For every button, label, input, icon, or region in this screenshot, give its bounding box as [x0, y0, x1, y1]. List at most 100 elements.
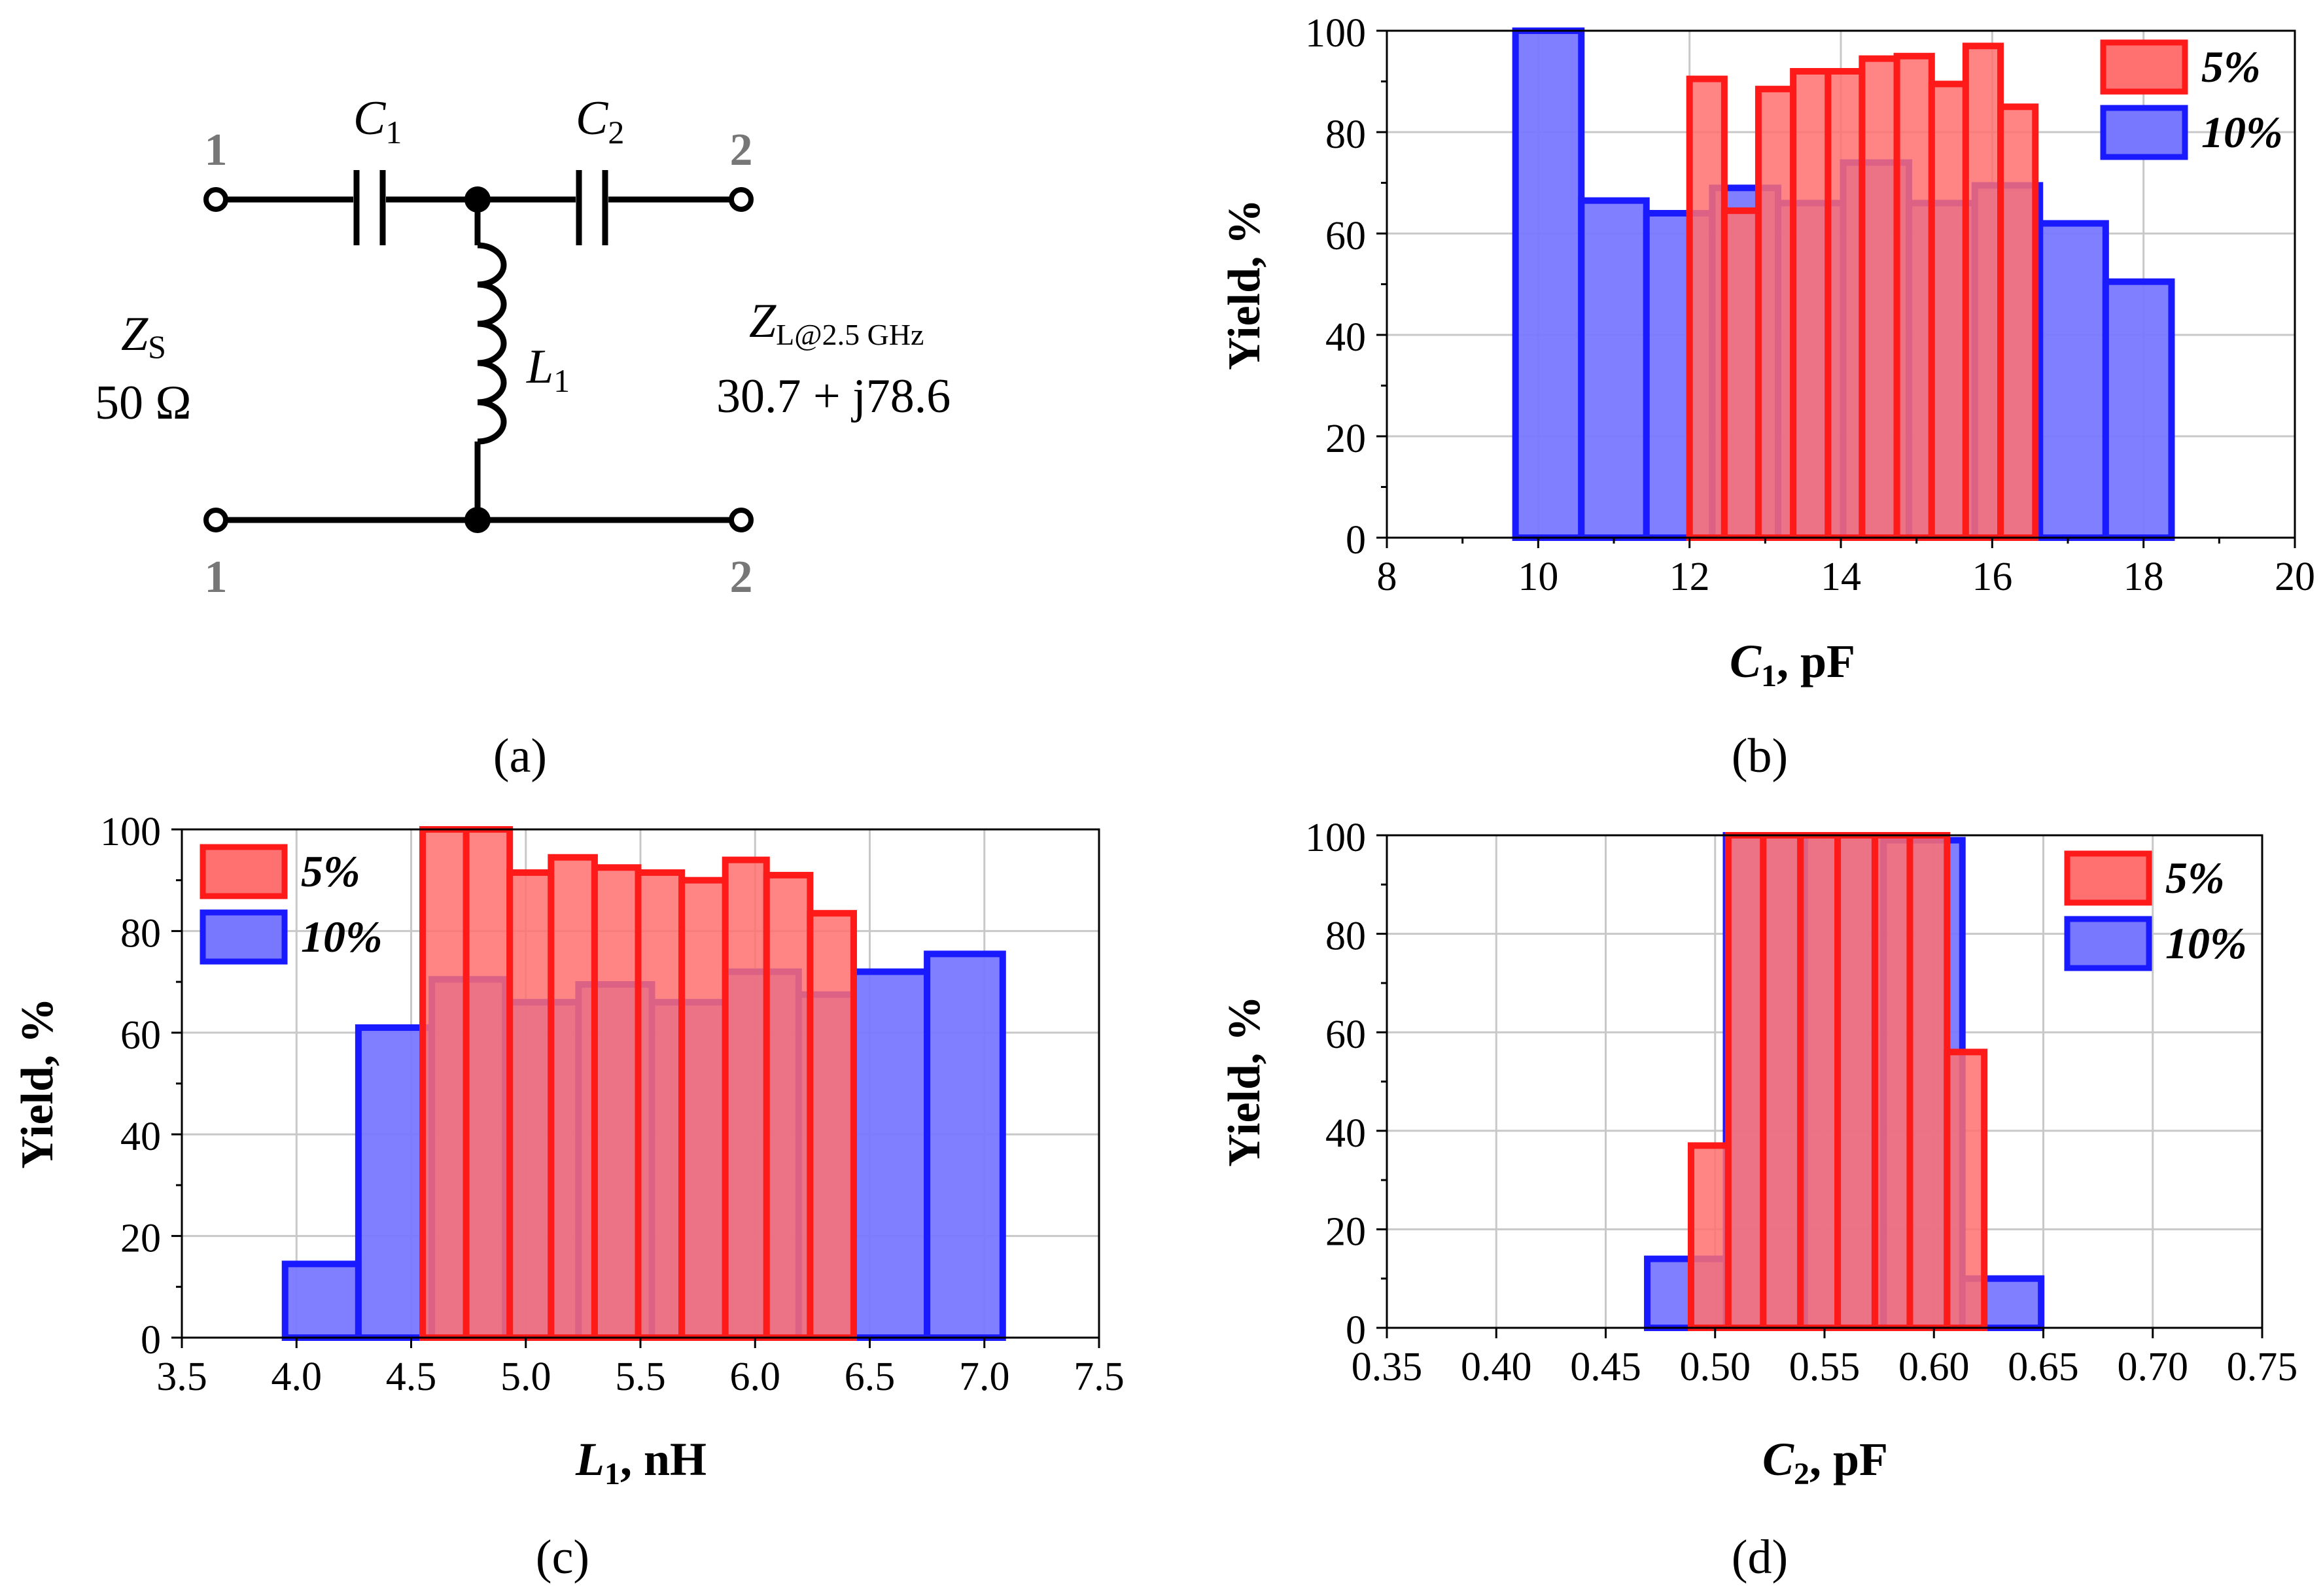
y-tick-label: 60: [1325, 214, 1366, 258]
port-1-top-label: 1: [205, 125, 228, 175]
bar-10pct-9: [2102, 278, 2175, 541]
bar-5pct-3: [548, 854, 598, 1341]
legend-label-5pct: 5%: [2165, 853, 2225, 903]
chart-c: 0 20 40 60 80 100 3.5 4.0 4.5 5.0 5.5 6.0 6.5 7.0 7.5 Y…: [12, 810, 1125, 1491]
y-tick-label: 0: [1346, 518, 1366, 563]
bar-10pct-8: [2036, 220, 2109, 541]
y-tick-label: 0: [141, 1318, 161, 1362]
y-tick-label: 20: [1325, 417, 1366, 461]
x-tick-label: 0.35: [1352, 1345, 1423, 1389]
x-tick-label: 0.40: [1461, 1345, 1532, 1389]
x-tick-label: 0.45: [1570, 1345, 1641, 1389]
bar-5pct-7: [722, 856, 770, 1341]
bar-5pct-4: [1825, 68, 1866, 541]
y-tick-label: 20: [1325, 1209, 1366, 1254]
bar-5pct-1: [463, 826, 514, 1341]
x-tick-label: 0.60: [1898, 1345, 1970, 1389]
x-tick-label: 0.55: [1789, 1345, 1860, 1389]
x-tick-label: 5.0: [500, 1355, 551, 1399]
x-tick-label: 6.0: [730, 1355, 781, 1399]
port-1-bottom-label: 1: [205, 552, 228, 602]
bar-5pct-7: [1871, 832, 1913, 1331]
bar-5pct-6: [678, 876, 729, 1341]
y-tick-label: 100: [1305, 816, 1366, 860]
legend-label-5pct: 5%: [301, 846, 360, 896]
chart-d: 0 20 40 60 80 100 0.35 0.40 0.45 0.50 0.55 0.60 0.65…: [1219, 816, 2297, 1491]
y-tick-label: 40: [120, 1115, 161, 1159]
y-axis-title: Yield, %: [1219, 996, 1270, 1167]
bar-5pct-0: [419, 826, 470, 1341]
x-tick-label: 20: [2275, 555, 2315, 599]
x-tick-label: 0.70: [2118, 1345, 2189, 1389]
bar-10pct-8: [850, 968, 931, 1342]
bar-5pct-5: [1859, 55, 1900, 541]
x-tick-label: 7.5: [1074, 1355, 1125, 1399]
bar-5pct-9: [807, 910, 857, 1341]
caption-d: (d): [1732, 1531, 1788, 1584]
legend-swatch-10pct: [2064, 916, 2152, 971]
x-tick-label: 16: [1972, 555, 2012, 599]
x-tick-label: 4.5: [386, 1355, 437, 1399]
x-tick-label: 8: [1377, 555, 1397, 599]
y-tick-label: 100: [100, 810, 161, 854]
zl-value: 30.7 + j78.6: [716, 370, 951, 423]
bar-5pct-2: [1687, 1142, 1732, 1331]
y-tick-label: 40: [1325, 1111, 1366, 1156]
bar-5pct-7: [1928, 80, 1969, 541]
caption-a: (a): [493, 729, 547, 783]
bar-5pct-1: [1720, 207, 1762, 541]
circuit-schematic: [203, 170, 754, 533]
port-2-bottom-terminal: [729, 508, 754, 532]
x-tick-label: 7.0: [959, 1355, 1010, 1399]
legend-swatch-10pct: [2100, 105, 2188, 160]
bar-10pct-9: [924, 950, 1006, 1341]
port-2-top-label: 2: [730, 125, 753, 175]
bar-5pct-8: [763, 871, 814, 1342]
legend-label-10pct: 10%: [2201, 107, 2283, 157]
legend-swatch-5pct: [200, 844, 288, 899]
port-1-top-terminal: [203, 187, 228, 212]
bar-5pct-4: [1760, 832, 1804, 1331]
caption-b: (b): [1732, 729, 1788, 783]
bar-5pct-6: [1893, 52, 1935, 541]
zs-value: 50 Ω: [95, 376, 192, 430]
bar-5pct-9: [1944, 1049, 1988, 1331]
x-axis-title: L1, nH: [575, 1433, 707, 1491]
l1-label: L1: [526, 340, 570, 399]
y-tick-label: 80: [1325, 113, 1366, 157]
x-tick-label: 10: [1518, 555, 1558, 599]
x-axis-title: C1, pF: [1730, 635, 1855, 693]
bar-5pct-2: [1755, 86, 1797, 541]
zs-label: ZS: [121, 307, 166, 365]
y-tick-label: 80: [120, 911, 161, 956]
port-2-top-terminal: [729, 187, 754, 212]
bar-5pct-8: [1962, 43, 2004, 541]
zl-label: ZL@2.5 GHz: [749, 294, 924, 351]
legend-swatch-5pct: [2100, 39, 2188, 95]
x-tick-label: 12: [1669, 555, 1710, 599]
bar-10pct-0: [281, 1260, 362, 1341]
bar-5pct-2: [506, 869, 555, 1342]
bar-10pct-0: [1512, 27, 1585, 541]
bar-5pct-8: [1906, 832, 1951, 1331]
bar-5pct-0: [1686, 75, 1728, 541]
junction-bottom: [464, 507, 491, 533]
port-1-bottom-terminal: [203, 508, 228, 532]
y-tick-label: 40: [1325, 315, 1366, 360]
x-tick-label: 6.5: [845, 1355, 896, 1399]
legend-label-10pct: 10%: [301, 912, 383, 962]
y-axis-title: Yield, %: [12, 998, 63, 1169]
x-tick-label: 3.5: [156, 1355, 207, 1399]
y-tick-label: 100: [1305, 11, 1366, 56]
bar-5pct-5: [1797, 832, 1842, 1331]
x-tick-label: 18: [2123, 555, 2164, 599]
x-tick-label: 0.75: [2227, 1345, 2298, 1389]
y-tick-label: 80: [1325, 914, 1366, 959]
port-2-bottom-label: 2: [730, 552, 753, 602]
x-tick-label: 0.65: [2008, 1345, 2079, 1389]
bar-5pct-4: [591, 864, 642, 1341]
caption-c: (c): [536, 1531, 589, 1584]
bar-5pct-3: [1724, 832, 1767, 1331]
bar-10pct-1: [1578, 197, 1650, 541]
legend-swatch-5pct: [2064, 850, 2152, 906]
